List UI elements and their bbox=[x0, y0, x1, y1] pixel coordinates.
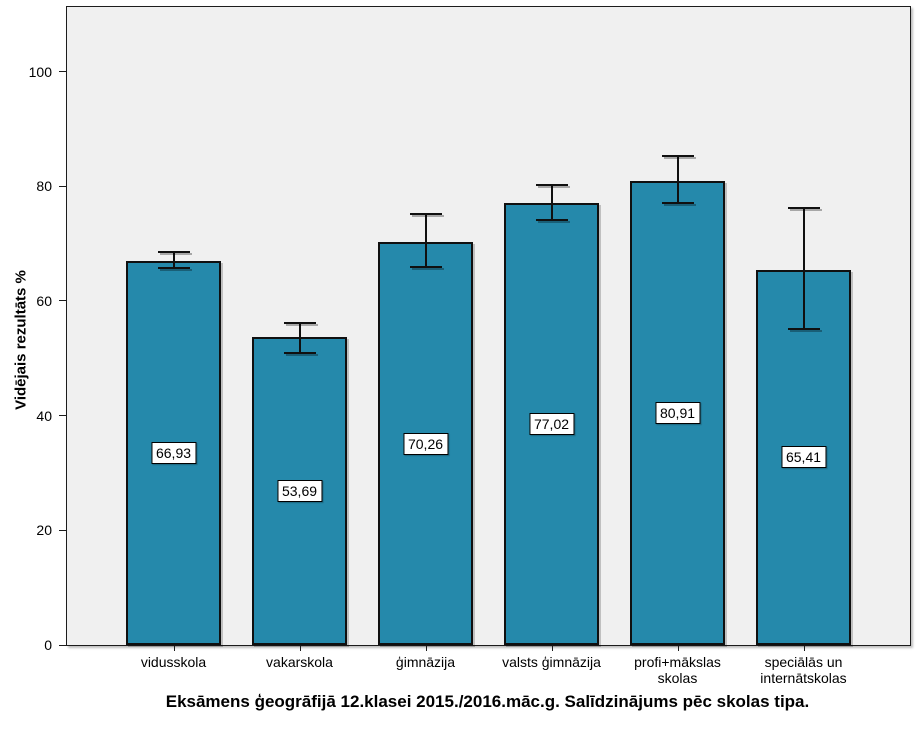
bar-value-label: 80,91 bbox=[654, 401, 701, 424]
x-category-label-line: vakarskola bbox=[266, 654, 333, 670]
x-category-label-line: vidusskola bbox=[140, 654, 207, 670]
y-axis-title: Vidējais rezultāts % bbox=[12, 270, 30, 410]
error-bar-cap-top bbox=[661, 155, 694, 158]
x-category-label: speciālās un internātskolas bbox=[760, 654, 846, 686]
x-category-label-line: ģimnāzija bbox=[395, 654, 456, 670]
y-tick-label: 60 bbox=[36, 292, 52, 309]
error-bar-cap-top bbox=[535, 183, 568, 186]
x-category-label: vakarskola bbox=[266, 654, 333, 670]
x-category-label: valsts ģimnāzija bbox=[502, 654, 601, 670]
error-bar-line bbox=[172, 251, 175, 269]
bar-value-label: 66,93 bbox=[150, 442, 197, 465]
y-tick-label: 100 bbox=[28, 63, 52, 80]
x-tick-mark bbox=[299, 646, 301, 651]
x-category-label: profi+mākslas skolas bbox=[634, 654, 721, 686]
error-bar-cap-bottom bbox=[787, 328, 820, 331]
error-bar-cap-bottom bbox=[535, 218, 568, 221]
y-tick-mark bbox=[59, 185, 66, 187]
error-bar-cap-top bbox=[283, 321, 316, 324]
y-tick-mark bbox=[59, 529, 66, 531]
bar-value-label: 65,41 bbox=[780, 446, 827, 469]
bar-value-label: 77,02 bbox=[528, 413, 575, 436]
x-category-label-line: valsts ģimnāzija bbox=[502, 654, 601, 670]
error-bar-cap-bottom bbox=[661, 201, 694, 204]
y-tick-mark bbox=[59, 300, 66, 302]
error-bar-cap-top bbox=[409, 213, 442, 216]
y-tick-label: 80 bbox=[36, 178, 52, 195]
y-tick-label: 0 bbox=[44, 637, 52, 653]
error-bar-line bbox=[550, 183, 553, 221]
y-tick-mark bbox=[59, 415, 66, 417]
bar bbox=[378, 242, 473, 645]
error-bar-line bbox=[424, 213, 427, 269]
x-tick-mark bbox=[803, 646, 805, 651]
chart-title: Eksāmens ģeogrāfijā 12.klasei 2015./2016… bbox=[165, 692, 810, 711]
error-bar-cap-top bbox=[787, 206, 820, 209]
error-bar-line bbox=[676, 155, 679, 204]
error-bar-cap-bottom bbox=[283, 352, 316, 355]
plot-area: 66,93 53,69 70,26 77,02 80,91 65,41 bbox=[66, 6, 911, 646]
x-tick-mark bbox=[173, 646, 175, 651]
y-tick-label: 40 bbox=[36, 407, 52, 424]
error-bar-cap-top bbox=[157, 251, 190, 253]
x-category-label: ģimnāzija bbox=[396, 654, 455, 670]
x-category-label-line: profi+mākslas bbox=[634, 654, 721, 670]
x-category-label-line: internātskolas bbox=[760, 670, 847, 686]
y-tick-mark bbox=[59, 644, 66, 646]
x-category-label-line: speciālās un bbox=[764, 654, 843, 670]
bar-value-label: 70,26 bbox=[402, 432, 449, 455]
error-bar-cap-bottom bbox=[409, 266, 442, 269]
error-bar-line bbox=[802, 206, 805, 331]
x-tick-mark bbox=[425, 646, 427, 651]
x-tick-mark bbox=[677, 646, 679, 651]
y-tick-mark bbox=[59, 71, 66, 72]
x-tick-mark bbox=[551, 646, 553, 651]
error-bar-cap-bottom bbox=[157, 266, 190, 269]
bar bbox=[630, 180, 725, 645]
x-category-label: vidusskola bbox=[141, 654, 206, 670]
error-bar-line bbox=[298, 321, 301, 355]
x-category-label-line: skolas bbox=[657, 670, 698, 686]
bar-value-label: 53,69 bbox=[276, 480, 323, 503]
y-tick-label: 20 bbox=[36, 522, 52, 539]
